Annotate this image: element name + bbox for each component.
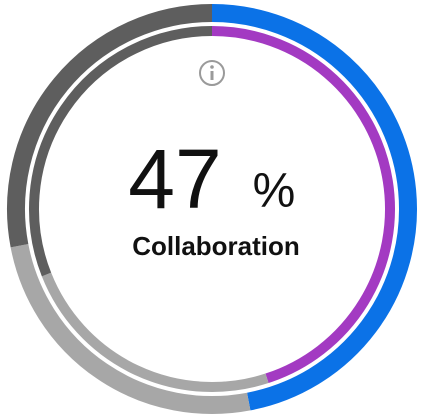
center-label: Collaboration (132, 231, 300, 261)
ring-segment (41, 272, 269, 392)
ring-segment (211, 4, 417, 411)
ring-segment (7, 4, 213, 248)
ring-segment (29, 26, 213, 277)
ring-segment (10, 244, 251, 414)
ring-segment (211, 26, 395, 384)
center-unit: % (253, 165, 296, 218)
info-icon[interactable] (199, 60, 225, 86)
info-icon-stem (210, 71, 214, 80)
info-icon-dot (210, 65, 214, 69)
rings (7, 4, 417, 414)
center-value: 47 (128, 132, 221, 226)
